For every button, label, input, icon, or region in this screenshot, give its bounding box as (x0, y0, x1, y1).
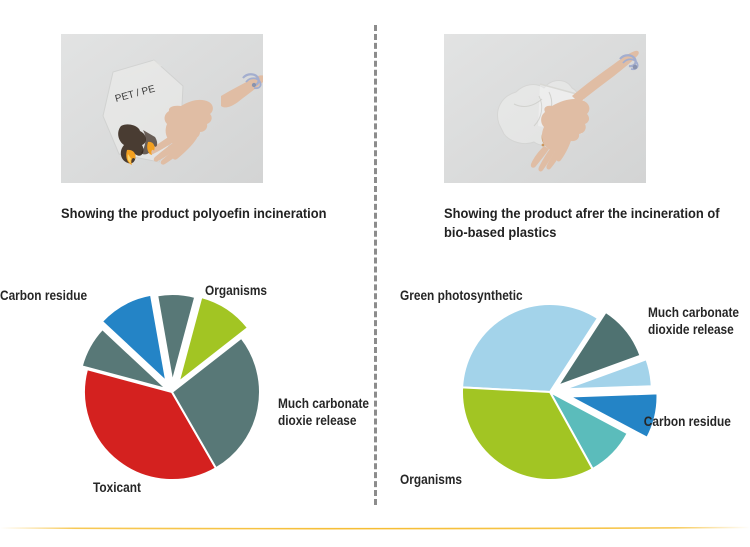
svg-text:Much carbonate: Much carbonate (648, 304, 739, 320)
svg-text:Carbon residue: Carbon residue (644, 413, 731, 429)
svg-text:Carbon residue: Carbon residue (0, 287, 87, 303)
svg-text:Green photosynthetic: Green photosynthetic (400, 287, 523, 303)
svg-text:Organisms: Organisms (205, 282, 267, 298)
svg-text:Much carbonate: Much carbonate (278, 395, 369, 411)
svg-text:Organisms: Organisms (400, 471, 462, 487)
svg-text:dioxide release: dioxide release (648, 321, 734, 337)
svg-text:dioxie release: dioxie release (278, 412, 357, 428)
svg-text:Toxicant: Toxicant (93, 479, 142, 495)
